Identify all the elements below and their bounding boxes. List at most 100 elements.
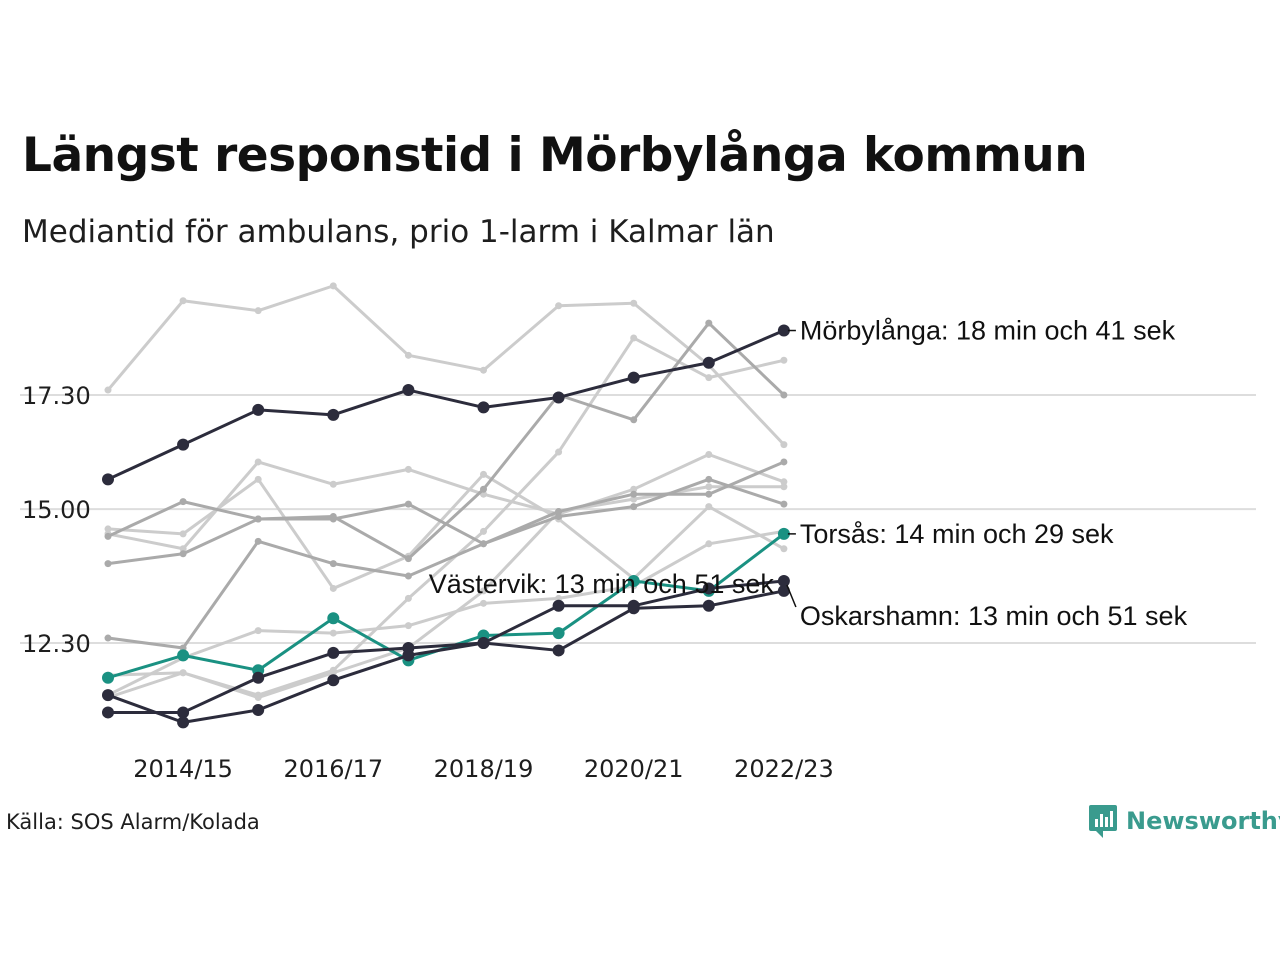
x-tick-label: 2020/21 [584, 755, 684, 783]
series-oskarshamn [102, 575, 790, 729]
data-point [102, 706, 114, 719]
data-point [480, 599, 487, 607]
data-point [179, 297, 187, 305]
data-point [552, 644, 565, 657]
data-point [780, 356, 788, 364]
data-point [404, 572, 412, 580]
data-point [402, 649, 415, 662]
data-point [252, 403, 265, 416]
series-series-6 [104, 470, 788, 592]
data-point [179, 669, 187, 677]
data-point [705, 483, 713, 491]
data-point [327, 612, 340, 625]
data-point [780, 483, 788, 491]
data-point [329, 282, 337, 290]
data-point [705, 475, 713, 483]
data-point [254, 627, 262, 635]
y-tick-label: 15.00 [22, 496, 91, 524]
label-m-rbyl-nga: Mörbylånga: 18 min och 41 sek [800, 316, 1176, 346]
data-point [252, 671, 265, 684]
series-line [107, 453, 785, 551]
newsworthy-logo: Newsworthy [1088, 804, 1280, 838]
data-point [480, 485, 487, 493]
data-point [179, 530, 187, 538]
data-point [104, 532, 112, 540]
data-point [480, 587, 487, 595]
series-line [106, 284, 785, 446]
data-point [179, 550, 187, 558]
data-point [630, 485, 638, 493]
series-series-5 [104, 451, 788, 553]
series-line [107, 321, 785, 566]
data-point [404, 465, 412, 473]
label-oskarshamn: Oskarshamn: 13 min och 51 sek [800, 601, 1188, 631]
data-point [555, 508, 563, 516]
data-point [329, 629, 337, 637]
x-tick-label: 2014/15 [133, 755, 233, 783]
data-point [254, 694, 262, 702]
data-point [780, 500, 788, 508]
label-v-stervik: Västervik: 13 min och 51 sek [429, 569, 775, 599]
y-tick-label: 17.30 [22, 382, 91, 410]
data-point [104, 560, 112, 568]
series-series-7 [104, 475, 788, 548]
data-point [179, 498, 187, 506]
data-point [780, 441, 788, 449]
data-point [477, 637, 490, 649]
x-tick-label: 2016/17 [283, 755, 383, 783]
data-point [104, 386, 112, 394]
series-labels: Mörbylånga: 18 min och 41 sek Torsås: 14 … [429, 316, 1188, 631]
data-point [705, 319, 713, 327]
data-point [780, 478, 788, 486]
data-point [179, 545, 187, 553]
data-point [177, 438, 190, 451]
data-point [177, 706, 190, 719]
y-tick-label: 12.30 [22, 630, 91, 658]
data-point [630, 299, 638, 307]
data-point [480, 470, 487, 478]
data-point [702, 356, 715, 369]
source-note: Källa: SOS Alarm/Kolada [6, 810, 260, 834]
series-m-rbyl-nga [102, 324, 790, 486]
data-point [780, 545, 788, 553]
data-point [327, 408, 340, 421]
data-point [777, 575, 790, 587]
data-point [254, 307, 262, 315]
x-tick-label: 2022/23 [734, 755, 834, 783]
data-point [552, 391, 565, 404]
data-point [327, 646, 340, 659]
data-point [102, 671, 114, 684]
data-point [177, 716, 190, 729]
series-line [107, 579, 785, 724]
data-point [404, 500, 412, 508]
data-point [404, 555, 412, 563]
data-point [555, 302, 563, 310]
series-line [107, 460, 785, 650]
data-point [552, 599, 565, 612]
data-point [627, 575, 640, 587]
data-point [329, 584, 337, 592]
data-point [329, 560, 337, 568]
series-line [107, 329, 785, 481]
chart-title: Längst responstid i Mörbylånga kommun [22, 128, 1088, 183]
label-tors-s: Torsås: 14 min och 29 sek [800, 519, 1114, 549]
data-point [254, 515, 262, 523]
data-point [329, 480, 337, 488]
data-point [702, 599, 715, 612]
data-point [104, 634, 112, 642]
x-axis-ticks: 2014/15 2016/17 2018/19 2020/21 2022/23 [133, 755, 834, 783]
data-point [780, 458, 788, 466]
x-tick-label: 2018/19 [434, 755, 534, 783]
data-point [480, 527, 487, 535]
data-point [705, 503, 713, 511]
data-point [254, 458, 262, 466]
data-point [777, 324, 790, 337]
data-point [627, 599, 640, 612]
data-point [630, 416, 638, 424]
data-point [555, 448, 563, 456]
data-point [555, 513, 563, 521]
data-point [630, 334, 638, 342]
series-series-9 [104, 458, 788, 652]
data-point [630, 490, 638, 498]
